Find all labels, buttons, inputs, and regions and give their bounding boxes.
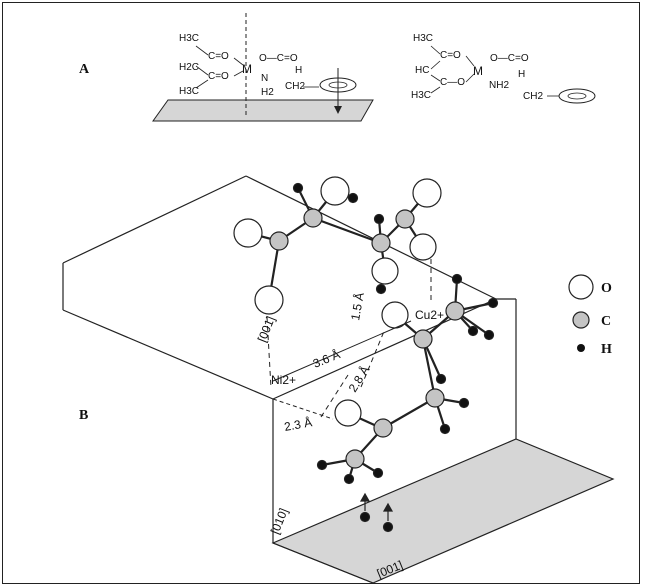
- legend: O C H: [568, 274, 612, 357]
- right-nh2: NH2: [489, 80, 509, 91]
- distance-top: 1.5 Å: [347, 291, 367, 321]
- left-co-top: C=O: [208, 51, 229, 62]
- legend-c-symbol: [572, 311, 590, 329]
- left-ch2: H2C: [179, 62, 199, 73]
- left-n: N: [261, 73, 268, 84]
- distance-left: 2.3 Å: [283, 414, 313, 434]
- left-ch2-side: CH2: [285, 81, 305, 92]
- right-structure: H3C C=O HC C—O H3C M O—C=O NH2 H CH2: [411, 33, 596, 104]
- legend-h-symbol: [577, 344, 585, 352]
- atoms: [233, 176, 499, 533]
- panel-b-label: B: [79, 408, 88, 423]
- right-oco: O—C=O: [490, 53, 529, 64]
- legend-c-label: C: [601, 314, 611, 329]
- right-ch2: CH2: [523, 91, 543, 102]
- distance-diagonal: 2.8 Å: [345, 363, 373, 395]
- left-metal: M: [242, 62, 252, 76]
- ni-label: Ni2+: [271, 373, 296, 387]
- legend-o-symbol: [568, 274, 594, 300]
- right-hc: HC: [415, 65, 429, 76]
- figure-frame: A H3C C=O H2C C=O H3C M O—C=O N H H2 CH2…: [2, 2, 640, 584]
- right-metal: M: [473, 64, 483, 78]
- right-co-bottom: C—O: [440, 77, 465, 88]
- legend-h-label: H: [601, 342, 612, 357]
- left-h2: H2: [261, 87, 274, 98]
- dashed-guides: [266, 259, 432, 418]
- right-h: H: [518, 69, 525, 80]
- right-ch3-bottom: H3C: [411, 90, 431, 101]
- panel-a-label: A: [79, 62, 90, 77]
- surface-arrows: [359, 492, 394, 521]
- left-co-bottom: C=O: [208, 71, 229, 82]
- bonds: [247, 187, 494, 480]
- ni-cu-line: [272, 320, 412, 382]
- ni-o-line: [272, 398, 334, 420]
- axis-001-top: [001]: [255, 314, 278, 344]
- adsorption-plane: [152, 99, 374, 122]
- right-ch3-top: H3C: [413, 33, 433, 44]
- right-co-top: C=O: [440, 50, 461, 61]
- left-ch3-top: H3C: [179, 33, 199, 44]
- left-structure: H3C C=O H2C C=O H3C M O—C=O N H H2 CH2: [179, 33, 357, 114]
- legend-o-label: O: [601, 281, 612, 296]
- cu-label: Cu2+: [415, 308, 444, 322]
- figure-canvas: A H3C C=O H2C C=O H3C M O—C=O N H H2 CH2…: [62, 13, 615, 584]
- left-h: H: [295, 65, 302, 76]
- axis-010: [010]: [268, 506, 291, 536]
- distance-ni-cu: 3.6 Å: [311, 346, 343, 370]
- left-ch3-bottom: H3C: [179, 86, 199, 97]
- left-oco: O—C=O: [259, 53, 298, 64]
